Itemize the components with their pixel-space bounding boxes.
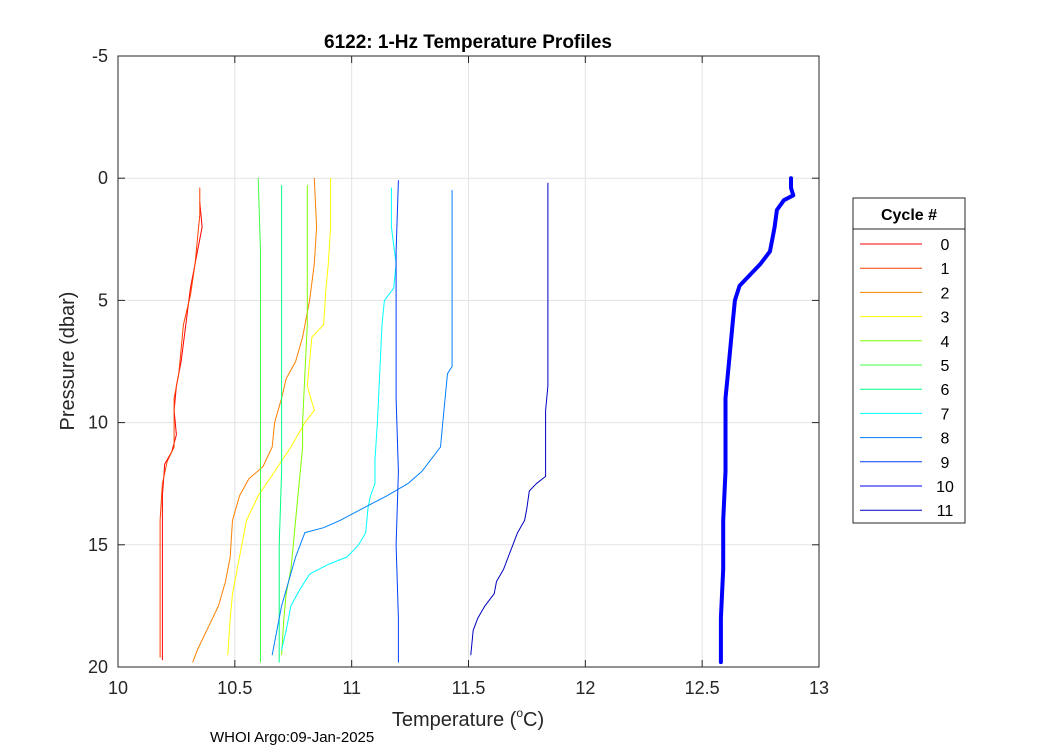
legend-label-cycle-6: 6	[941, 382, 950, 399]
x-tick-label: 13	[809, 678, 829, 698]
footer-credit: WHOI Argo:09-Jan-2025	[210, 729, 374, 746]
legend-label-cycle-5: 5	[941, 358, 950, 375]
x-tick-label: 12.5	[685, 678, 720, 698]
series-line-cycle-2	[192, 177, 318, 663]
series-line-cycle-9	[395, 180, 399, 663]
legend-label-cycle-9: 9	[941, 455, 950, 472]
y-axis-ticks: -5 0 5 10 15 20	[88, 46, 819, 677]
legend-label-cycle-1: 1	[941, 261, 950, 278]
y-tick-label: -5	[92, 46, 108, 66]
x-tick-label: 11.5	[452, 678, 486, 698]
x-axis-ticks: 10 10.5 11 11.5 12 12.5 13	[108, 56, 829, 698]
legend-label-cycle-4: 4	[941, 334, 950, 351]
series-line-cycle-5	[257, 177, 261, 663]
y-tick-label: 5	[98, 290, 108, 310]
grid-lines	[117, 55, 820, 668]
series-line-cycle-0	[161, 202, 203, 661]
legend-label-cycle-7: 7	[941, 406, 950, 423]
legend-label-cycle-2: 2	[941, 285, 950, 302]
legend-label-cycle-10: 10	[936, 479, 954, 496]
y-tick-label: 15	[88, 535, 108, 555]
series-line-cycle-6	[278, 185, 283, 663]
y-axis-label: Pressure (dbar)	[57, 292, 79, 431]
x-tick-label: 10.5	[217, 678, 252, 698]
legend-label-cycle-8: 8	[941, 431, 950, 448]
legend-label-cycle-3: 3	[941, 310, 950, 327]
series-line-cycle-11	[470, 182, 549, 656]
legend: Cycle # 0 1 2 3 4 5 6 7 8 9 10 11	[852, 197, 966, 524]
legend-box	[852, 197, 966, 524]
series-group	[159, 176, 796, 665]
legend-label-cycle-0: 0	[941, 237, 950, 254]
x-tick-label: 11	[342, 678, 361, 698]
series-line-cycle-1	[159, 187, 201, 658]
series-line-cycle-10	[718, 176, 796, 665]
x-axis-label: Temperature (oC)	[392, 706, 544, 731]
y-tick-label: 20	[88, 657, 108, 677]
chart-title: 6122: 1-Hz Temperature Profiles	[324, 32, 612, 53]
legend-title: Cycle #	[881, 207, 937, 224]
legend-label-cycle-11: 11	[937, 503, 954, 520]
series-line-cycle-3	[227, 177, 332, 656]
x-tick-label: 12	[575, 678, 595, 698]
series-line-cycle-8	[271, 189, 453, 656]
series-line-cycle-4	[281, 185, 308, 656]
y-tick-label: 10	[88, 413, 108, 433]
y-tick-label: 0	[98, 168, 108, 188]
x-tick-label: 10	[108, 678, 128, 698]
series-line-cycle-7	[281, 187, 397, 651]
